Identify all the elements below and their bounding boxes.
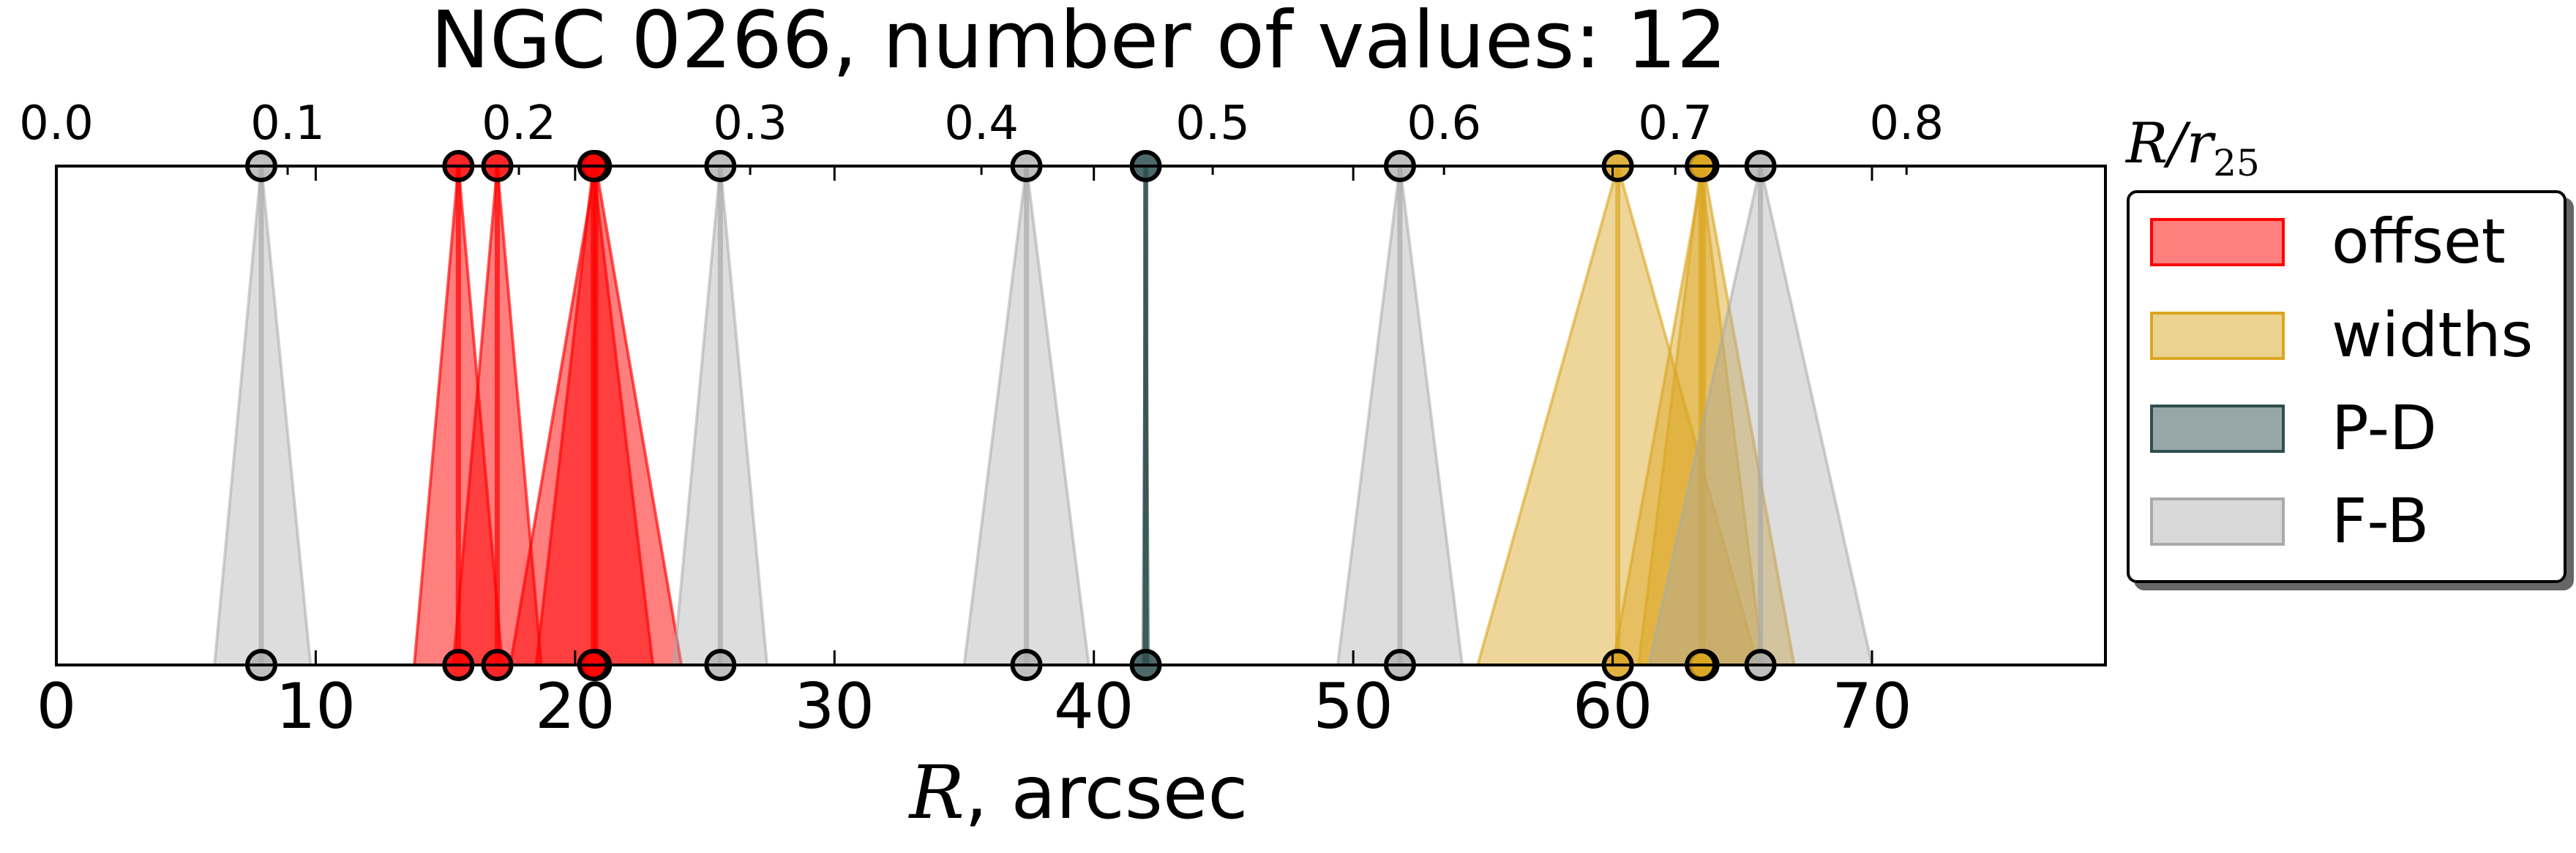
- legend-items: offset widths P-D F-B: [2150, 206, 2533, 557]
- legend-box: [2127, 190, 2566, 583]
- top-tick-label: 0.3: [713, 97, 787, 151]
- top-tick-label: 0.7: [1638, 97, 1712, 151]
- legend-swatch-widths: [2150, 312, 2285, 360]
- legend-swatch-offset: [2150, 218, 2285, 266]
- top-axis-label: R/r25: [2124, 110, 2260, 184]
- legend-label-p-d: P-D: [2332, 392, 2437, 464]
- x-tick-label: 10: [276, 670, 356, 743]
- top-tick-label: 0.5: [1175, 97, 1250, 151]
- x-axis-bottom: 0 10 20 30 40 50 60 70: [37, 166, 1912, 743]
- top-tick-label: 0.8: [1869, 97, 1944, 151]
- x-tick-label: 60: [1573, 670, 1652, 743]
- series-offset: [412, 165, 684, 666]
- legend: offset widths P-D F-B: [2127, 190, 2566, 583]
- x-axis-label: R, arcsec: [908, 750, 1248, 835]
- x-tick-label: 70: [1832, 670, 1912, 743]
- series-p-d: [1142, 165, 1150, 666]
- x-axis-label-symbol: R: [908, 750, 965, 835]
- plot-frame: [55, 165, 2107, 666]
- chart-title: NGC 0266, number of values: 12: [430, 0, 1726, 86]
- legend-swatch-p-d: [2150, 405, 2285, 453]
- top-tick-label: 0.4: [944, 97, 1019, 151]
- x-tick-label: 50: [1313, 670, 1393, 743]
- legend-label-f-b: F-B: [2332, 485, 2429, 557]
- x-tick-label: 0: [37, 670, 77, 743]
- top-tick-label: 0.0: [19, 97, 94, 151]
- x-tick-label: 30: [795, 670, 875, 743]
- x-axis-label-text: , arcsec: [965, 750, 1248, 835]
- legend-label-offset: offset: [2332, 206, 2506, 277]
- top-axis-label-sub: 25: [2213, 142, 2260, 184]
- x-tick-label: 40: [1054, 670, 1134, 743]
- top-tick-label: 0.6: [1407, 97, 1481, 151]
- top-tick-label: 0.1: [250, 97, 325, 151]
- legend-swatch-f-b: [2150, 497, 2285, 546]
- legend-label-widths: widths: [2332, 299, 2533, 371]
- x-axis-top: 0.0 0.1 0.2 0.3 0.4 0.5 0.6 0.7 0.8: [19, 97, 1944, 175]
- x-tick-label: 20: [535, 670, 615, 743]
- series-f-b: [213, 165, 1874, 666]
- top-tick-label: 0.2: [482, 97, 556, 151]
- plot-marks: [213, 150, 1874, 681]
- top-axis-label-main: R/r: [2124, 110, 2217, 176]
